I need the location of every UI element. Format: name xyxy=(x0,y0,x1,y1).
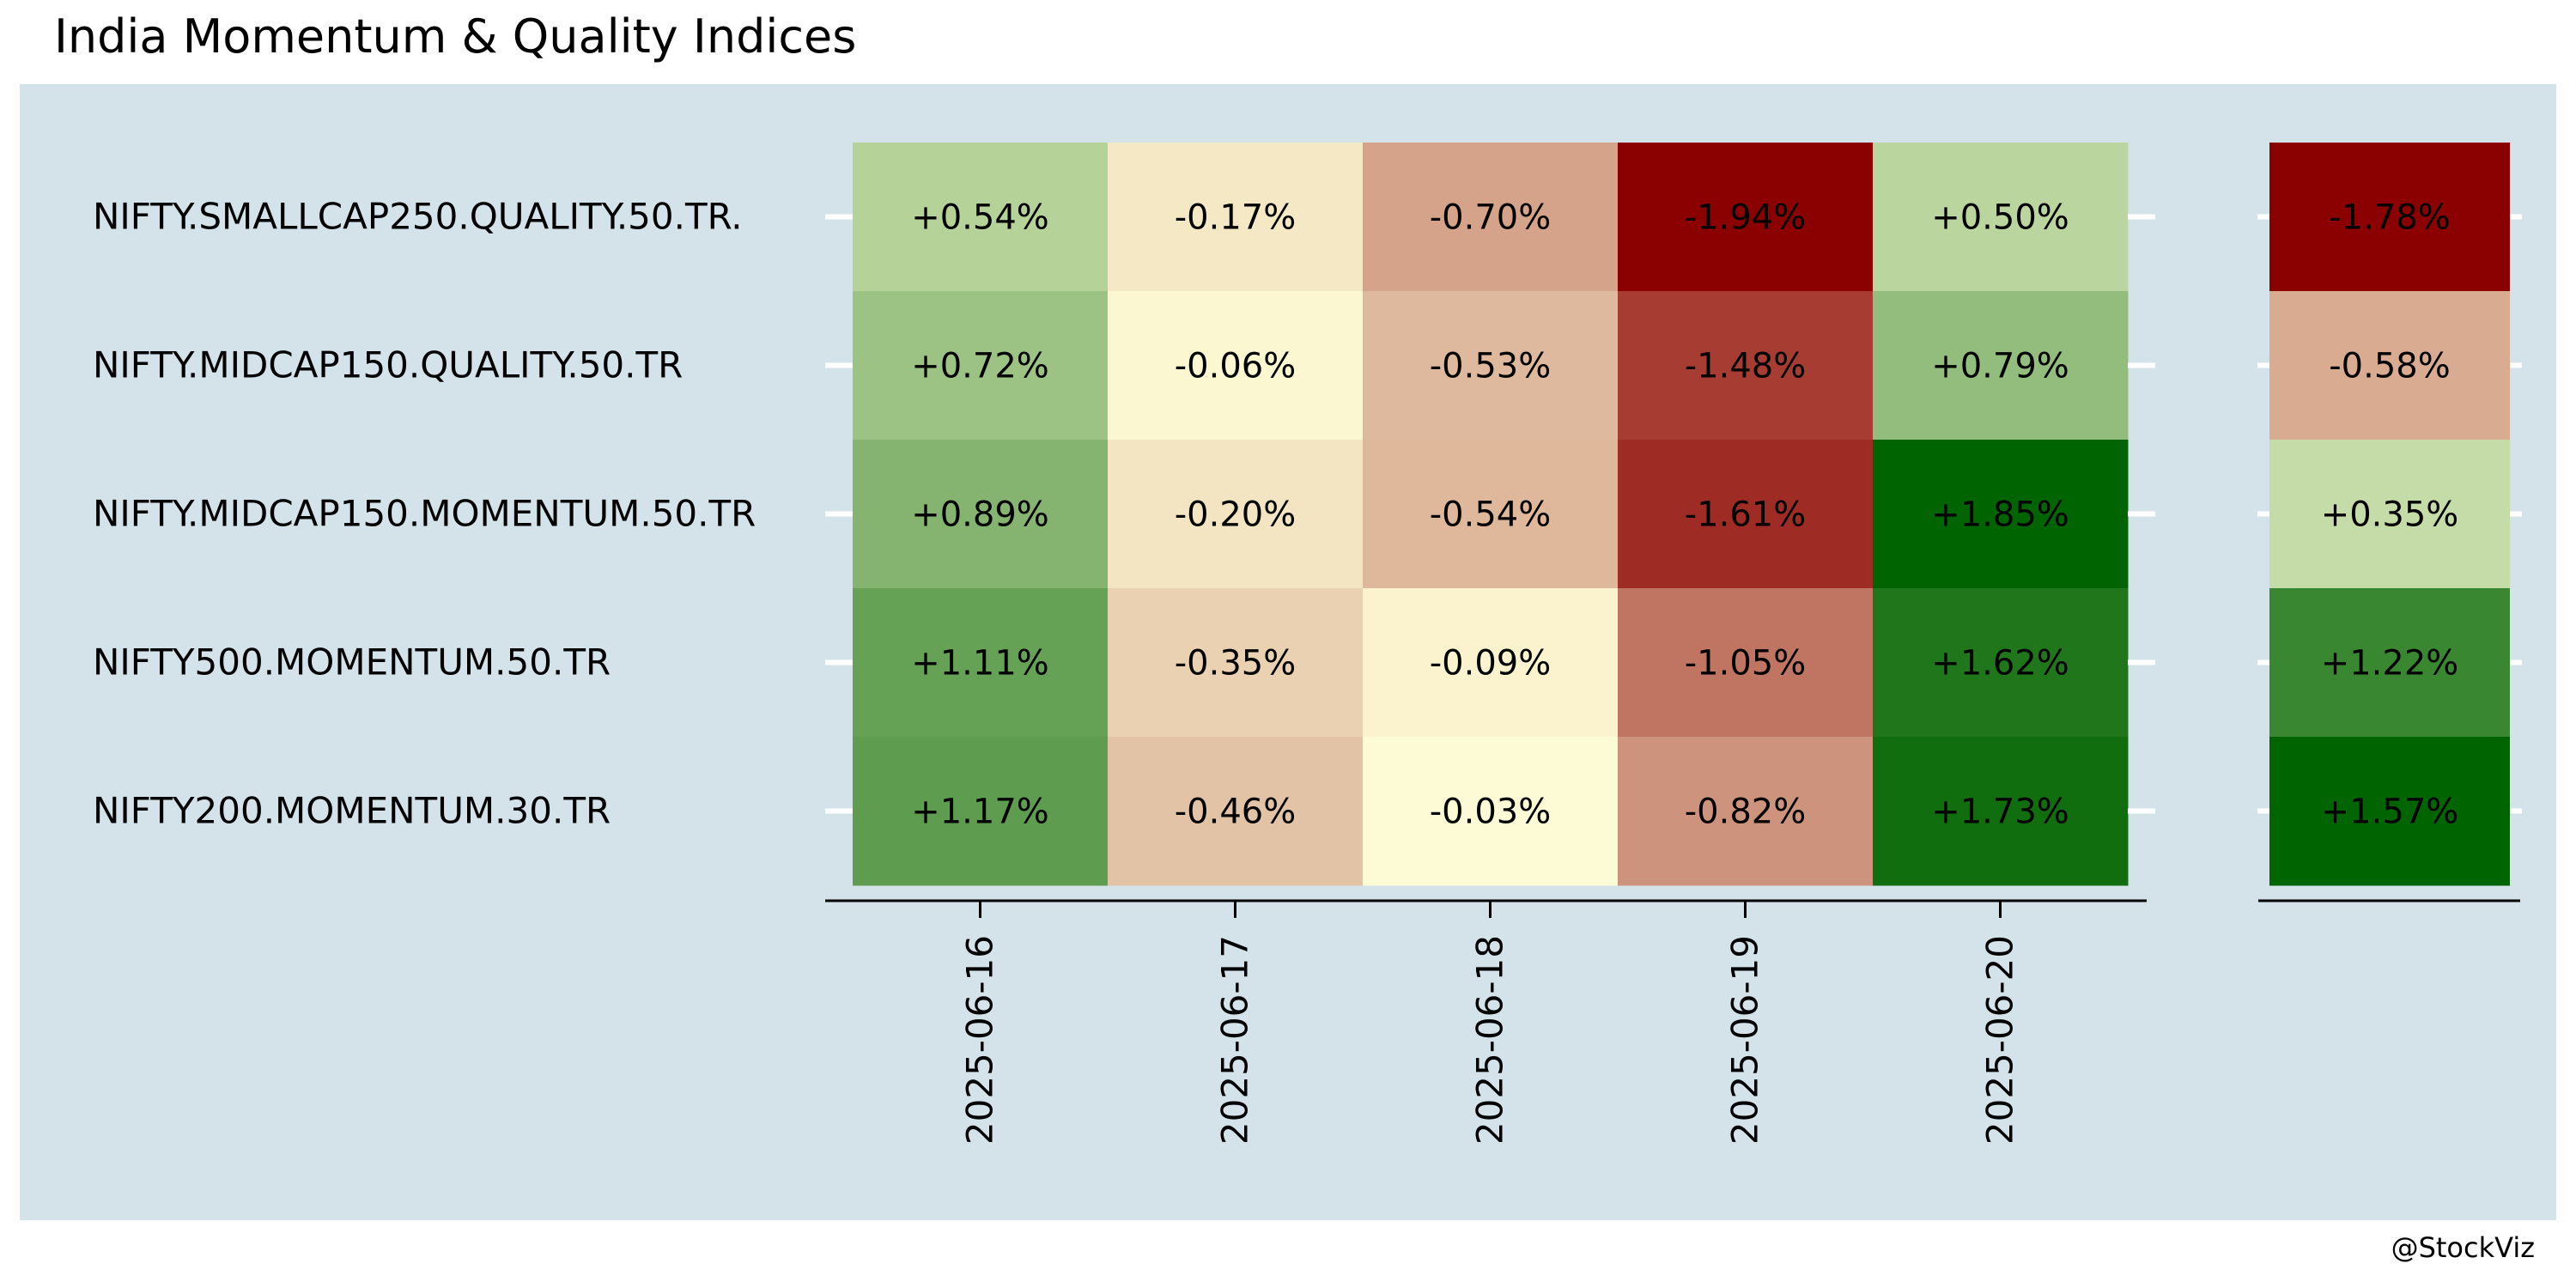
row-label: NIFTY500.MOMENTUM.50.TR xyxy=(93,641,611,683)
cell-value-label: -1.48% xyxy=(1685,347,1807,386)
heatmap-cell xyxy=(853,291,1109,440)
x-tick-label: 2025-06-20 xyxy=(1979,935,2021,1145)
x-tick-label: 2025-06-17 xyxy=(1214,935,1256,1145)
cell-value-label: +1.11% xyxy=(911,644,1049,683)
heatmap-cell xyxy=(1363,440,1619,589)
cell-value-label: +1.85% xyxy=(1931,495,2069,535)
heatmap-cell xyxy=(1108,143,1364,292)
summary-value-label: -1.78% xyxy=(2329,198,2451,238)
cell-value-label: -0.35% xyxy=(1175,644,1297,683)
row-label: NIFTY.MIDCAP150.QUALITY.50.TR xyxy=(93,344,683,386)
cell-value-label: -0.82% xyxy=(1685,793,1807,832)
row-label: NIFTY.MIDCAP150.MOMENTUM.50.TR xyxy=(93,493,756,535)
cell-value-label: +1.62% xyxy=(1931,644,2069,683)
summary-cell xyxy=(2269,440,2510,589)
cell-value-label: -0.09% xyxy=(1430,644,1552,683)
summary-cell xyxy=(2269,588,2510,738)
row-label: NIFTY200.MOMENTUM.30.TR xyxy=(93,790,611,832)
heatmap-cell xyxy=(1363,588,1619,738)
cell-value-label: +0.79% xyxy=(1931,347,2069,386)
summary-cell xyxy=(2269,291,2510,440)
heatmap-cell xyxy=(1618,588,1874,738)
x-tick-label: 2025-06-16 xyxy=(959,935,1001,1145)
heatmap-cell xyxy=(1108,737,1364,886)
summary-cell xyxy=(2269,143,2510,292)
heatmap-cell xyxy=(1618,737,1874,886)
heatmap-cell xyxy=(1618,440,1874,589)
summary-value-label: +1.22% xyxy=(2321,644,2459,683)
cell-value-label: -0.06% xyxy=(1175,347,1297,386)
heatmap-cell xyxy=(1108,291,1364,440)
cell-value-label: +0.50% xyxy=(1931,198,2069,238)
cell-value-label: -0.46% xyxy=(1175,793,1297,832)
cell-value-label: +0.89% xyxy=(911,495,1049,535)
heatmap-cell xyxy=(1873,440,2129,589)
heatmap-cell xyxy=(1873,291,2129,440)
heatmap-cell xyxy=(1873,737,2129,886)
heatmap-cell xyxy=(853,588,1109,738)
heatmap-cell xyxy=(1873,588,2129,738)
summary-value-label: +0.35% xyxy=(2321,495,2459,535)
x-tick-label: 2025-06-19 xyxy=(1724,935,1766,1145)
page-title: India Momentum & Quality Indices xyxy=(54,9,857,64)
heatmap-cell xyxy=(1363,291,1619,440)
summary-value-label: +1.57% xyxy=(2321,793,2459,832)
cell-value-label: +0.54% xyxy=(911,198,1049,238)
cell-value-label: -0.20% xyxy=(1175,495,1297,535)
credit-label: @StockViz xyxy=(2391,1231,2535,1264)
heatmap-cell xyxy=(1108,440,1364,589)
cell-value-label: +1.17% xyxy=(911,793,1049,832)
row-label: NIFTY.SMALLCAP250.QUALITY.50.TR. xyxy=(93,196,743,238)
cell-value-label: -1.05% xyxy=(1685,644,1807,683)
cell-value-label: -0.17% xyxy=(1175,198,1297,238)
heatmap-cell xyxy=(853,440,1109,589)
cell-value-label: +0.72% xyxy=(911,347,1049,386)
cell-value-label: -0.70% xyxy=(1430,198,1552,238)
heatmap-cell xyxy=(1618,291,1874,440)
heatmap-cell xyxy=(1873,143,2129,292)
cell-value-label: -1.94% xyxy=(1685,198,1807,238)
cell-value-label: -0.53% xyxy=(1430,347,1552,386)
x-tick-label: 2025-06-18 xyxy=(1469,935,1511,1145)
heatmap-cell xyxy=(853,737,1109,886)
heatmap-cell xyxy=(1363,737,1619,886)
cell-value-label: -1.61% xyxy=(1685,495,1807,535)
heatmap-cell xyxy=(1108,588,1364,738)
cell-value-label: +1.73% xyxy=(1931,793,2069,832)
heatmap-cell xyxy=(853,143,1109,292)
heatmap-cell xyxy=(1618,143,1874,292)
cell-value-label: -0.03% xyxy=(1430,793,1552,832)
cell-value-label: -0.54% xyxy=(1430,495,1552,535)
summary-value-label: -0.58% xyxy=(2329,347,2451,386)
summary-cell xyxy=(2269,737,2510,886)
heatmap-cell xyxy=(1363,143,1619,292)
